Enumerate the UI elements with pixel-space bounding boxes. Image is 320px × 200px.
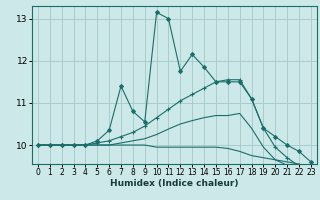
X-axis label: Humidex (Indice chaleur): Humidex (Indice chaleur) <box>110 179 239 188</box>
